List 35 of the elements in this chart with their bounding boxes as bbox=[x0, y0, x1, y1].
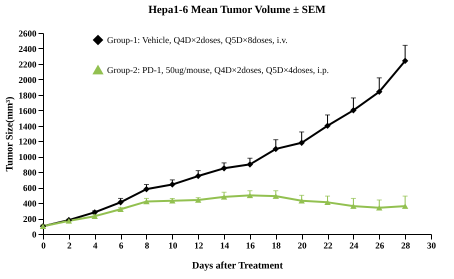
y-tick-label: 200 bbox=[23, 214, 37, 224]
y-tick-label: 400 bbox=[23, 198, 37, 209]
x-tick-label: 6 bbox=[118, 240, 124, 250]
y-tick-label: 1000 bbox=[18, 152, 37, 162]
x-tick-label: 28 bbox=[401, 240, 411, 250]
x-tick-label: 12 bbox=[194, 240, 204, 250]
x-tick-label: 16 bbox=[246, 240, 256, 250]
x-tick-label: 0 bbox=[41, 240, 46, 250]
legend-label: Group-2: PD-1, 50ug/mouse, Q4D×2doses, Q5D×4doses, i.p. bbox=[107, 65, 329, 75]
y-axis-title: Tumor Size(mm³) bbox=[4, 96, 16, 172]
x-tick-label: 18 bbox=[272, 240, 282, 250]
x-axis-title: Days after Treatment bbox=[192, 260, 284, 272]
y-tick-label: 1800 bbox=[18, 90, 37, 100]
y-tick-label: 2000 bbox=[18, 74, 37, 85]
x-tick-label: 26 bbox=[375, 240, 385, 250]
legend-label: Group-1: Vehicle, Q4D×2doses, Q5D×8doses, i.v. bbox=[107, 35, 288, 45]
y-tick-label: 1200 bbox=[18, 136, 37, 147]
y-tick-label: 800 bbox=[23, 168, 37, 178]
x-tick-label: 30 bbox=[427, 240, 436, 250]
y-tick-label: 0 bbox=[32, 230, 37, 240]
x-tick-label: 22 bbox=[324, 240, 334, 250]
chart-title: Hepa1-6 Mean Tumor Volume ± SEM bbox=[148, 4, 326, 16]
x-tick-label: 2 bbox=[67, 240, 72, 250]
y-tick-label: 2200 bbox=[18, 59, 37, 70]
x-tick-label: 8 bbox=[144, 240, 150, 250]
y-tick-label: 1600 bbox=[18, 106, 37, 116]
y-tick-label: 1400 bbox=[18, 121, 37, 132]
y-tick-label: 600 bbox=[23, 183, 37, 194]
x-tick-label: 4 bbox=[92, 240, 98, 250]
x-tick-label: 20 bbox=[298, 240, 308, 250]
x-tick-label: 14 bbox=[220, 240, 230, 250]
x-tick-label: 10 bbox=[168, 240, 178, 250]
y-tick-label: 2400 bbox=[18, 44, 37, 54]
x-tick-label: 24 bbox=[349, 240, 359, 250]
y-tick-label: 2600 bbox=[18, 28, 37, 38]
